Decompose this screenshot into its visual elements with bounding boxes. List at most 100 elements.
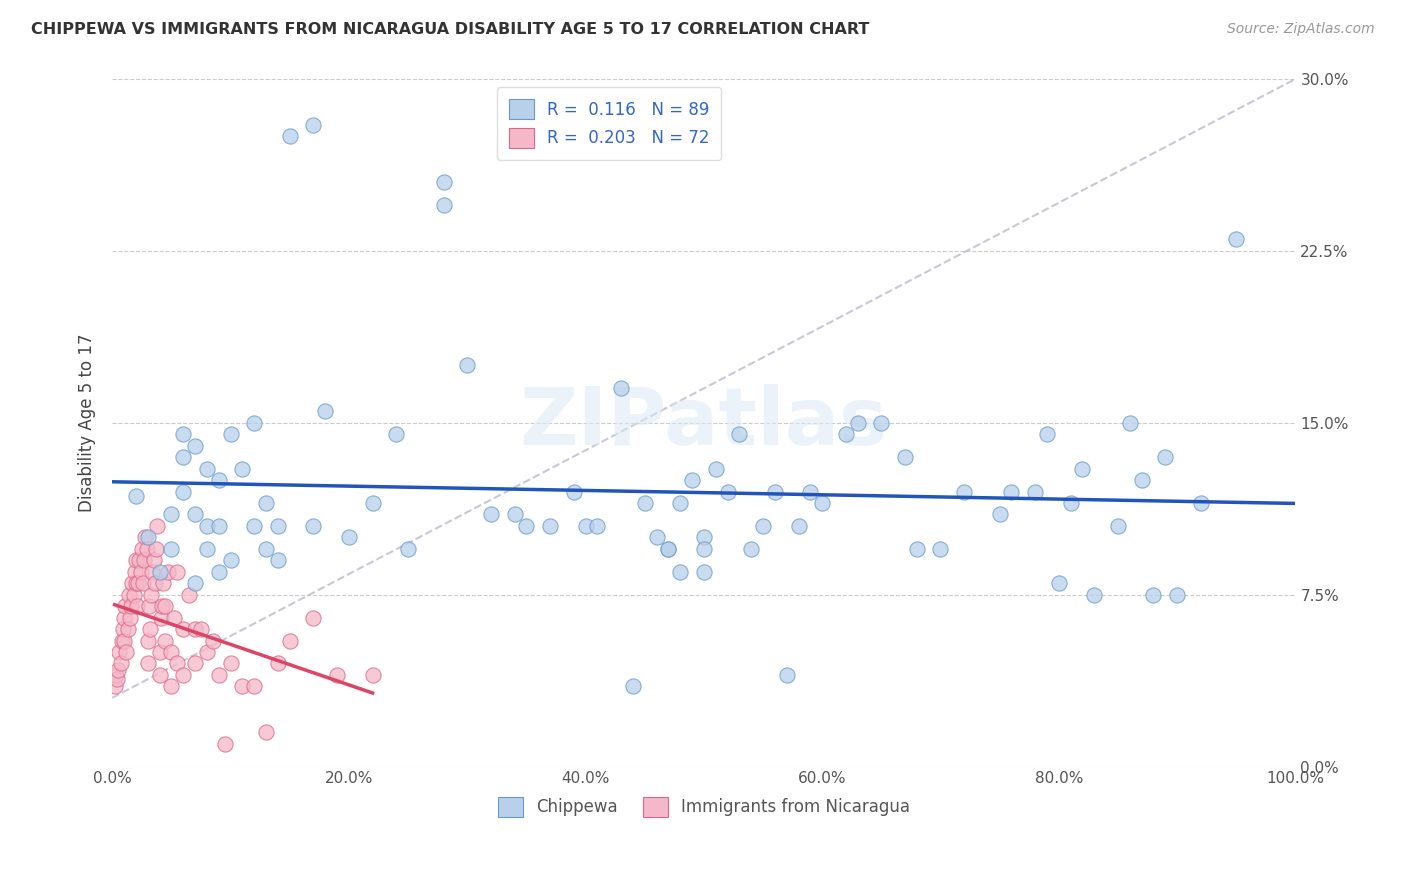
Point <box>138 599 160 614</box>
Point <box>396 541 419 556</box>
Point <box>160 679 183 693</box>
Point <box>243 519 266 533</box>
Point <box>155 599 177 614</box>
Point <box>110 657 132 671</box>
Point <box>432 175 454 189</box>
Point <box>728 427 751 442</box>
Point <box>704 461 727 475</box>
Y-axis label: Disability Age 5 to 17: Disability Age 5 to 17 <box>79 334 96 512</box>
Text: ZIPatlas: ZIPatlas <box>520 384 889 462</box>
Point <box>621 679 644 693</box>
Point <box>156 565 179 579</box>
Point <box>135 541 157 556</box>
Point <box>127 576 149 591</box>
Point <box>953 484 976 499</box>
Point <box>515 519 537 533</box>
Point <box>131 541 153 556</box>
Point <box>184 576 207 591</box>
Point <box>121 576 143 591</box>
Point <box>163 610 186 624</box>
Point <box>184 657 207 671</box>
Point <box>111 622 134 636</box>
Point <box>114 599 136 614</box>
Point <box>219 657 242 671</box>
Point <box>278 129 301 144</box>
Point <box>136 633 159 648</box>
Point <box>1130 473 1153 487</box>
Point <box>456 359 478 373</box>
Point <box>1000 484 1022 499</box>
Point <box>104 668 127 682</box>
Point <box>846 416 869 430</box>
Point <box>112 610 135 624</box>
Point <box>267 553 290 567</box>
Point <box>693 541 716 556</box>
Point <box>681 473 703 487</box>
Point <box>195 645 218 659</box>
Point <box>166 565 188 579</box>
Point <box>254 541 277 556</box>
Point <box>610 381 633 395</box>
Point <box>208 668 231 682</box>
Point <box>302 118 325 132</box>
Point <box>201 633 224 648</box>
Point <box>669 565 692 579</box>
Point <box>657 541 679 556</box>
Point <box>136 657 159 671</box>
Point <box>184 439 207 453</box>
Point <box>432 198 454 212</box>
Point <box>254 725 277 739</box>
Point <box>693 565 716 579</box>
Point <box>184 508 207 522</box>
Point <box>148 668 170 682</box>
Point <box>107 663 129 677</box>
Point <box>479 508 502 522</box>
Point <box>136 530 159 544</box>
Point <box>645 530 668 544</box>
Point <box>141 565 163 579</box>
Point <box>179 588 201 602</box>
Point <box>150 599 173 614</box>
Point <box>740 541 762 556</box>
Point <box>141 588 163 602</box>
Point <box>716 484 738 499</box>
Point <box>172 484 194 499</box>
Point <box>302 519 325 533</box>
Point <box>152 576 174 591</box>
Point <box>132 576 155 591</box>
Point <box>120 599 142 614</box>
Point <box>143 576 166 591</box>
Point <box>112 633 135 648</box>
Point <box>776 668 799 682</box>
Point <box>124 565 146 579</box>
Point <box>172 450 194 465</box>
Point <box>905 541 928 556</box>
Point <box>160 645 183 659</box>
Point <box>160 508 183 522</box>
Point <box>1189 496 1212 510</box>
Point <box>118 610 141 624</box>
Point <box>104 679 127 693</box>
Point <box>105 673 128 687</box>
Point <box>1142 588 1164 602</box>
Point <box>160 541 183 556</box>
Point <box>243 416 266 430</box>
Point <box>172 622 194 636</box>
Point <box>787 519 810 533</box>
Point <box>142 553 165 567</box>
Point <box>134 530 156 544</box>
Point <box>811 496 834 510</box>
Point <box>117 622 139 636</box>
Point <box>503 508 526 522</box>
Point <box>125 576 148 591</box>
Point <box>214 737 236 751</box>
Point <box>195 461 218 475</box>
Point <box>1059 496 1081 510</box>
Point <box>870 416 893 430</box>
Text: Source: ZipAtlas.com: Source: ZipAtlas.com <box>1227 22 1375 37</box>
Point <box>799 484 821 499</box>
Point <box>1047 576 1070 591</box>
Point <box>763 484 786 499</box>
Point <box>231 461 253 475</box>
Point <box>693 530 716 544</box>
